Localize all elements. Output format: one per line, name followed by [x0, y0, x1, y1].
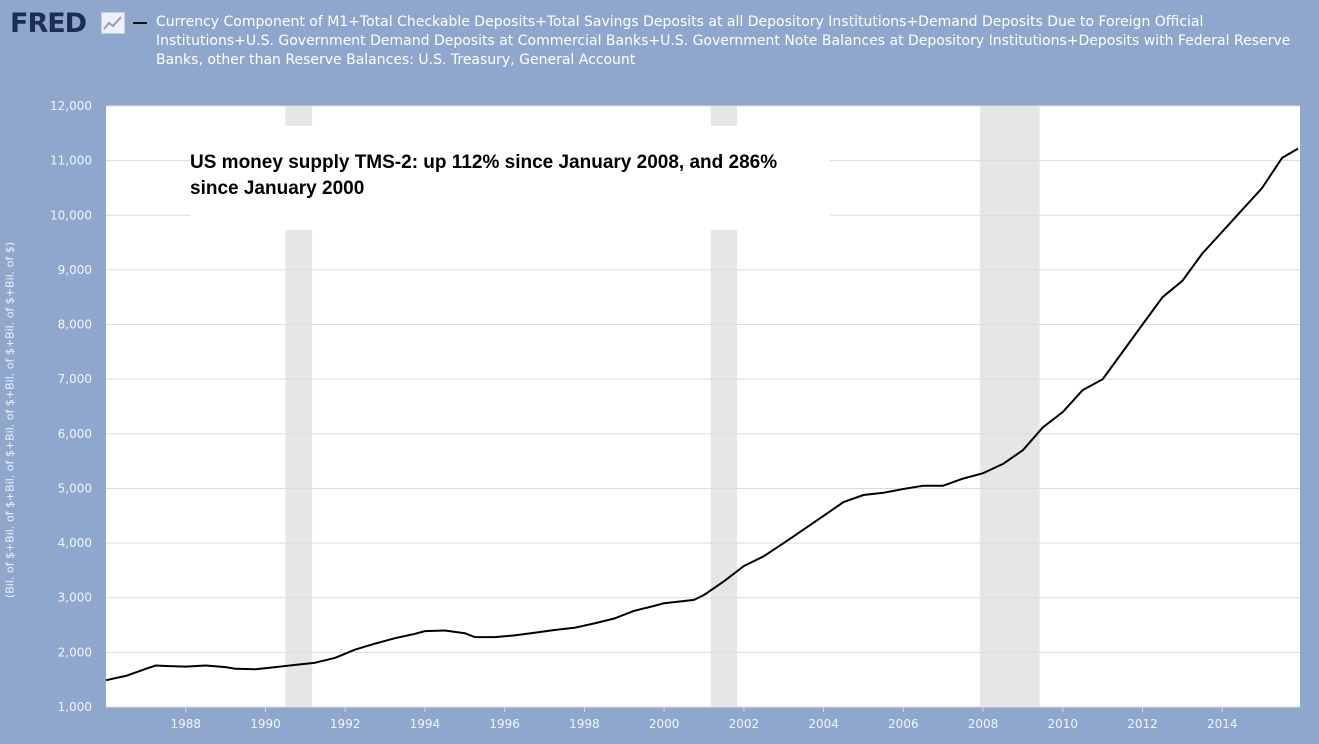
y-tick-label: 11,000 [50, 154, 92, 168]
x-tick-label: 2006 [888, 717, 919, 731]
y-tick-label: 1,000 [58, 700, 92, 714]
legend-swatch [133, 22, 147, 24]
series-layer [105, 147, 1299, 682]
series-title: Currency Component of M1+Total Checkable… [156, 14, 1291, 68]
x-tick-label: 2014 [1207, 717, 1238, 731]
y-tick-label: 9,000 [58, 263, 92, 277]
y-tick-label: 6,000 [58, 427, 92, 441]
y-axis: 1,000 2,000 3,000 4,000 5,000 6,000 7,000 8,000… [50, 99, 92, 714]
x-tick-label: 2008 [968, 717, 999, 731]
x-tick-label: 2004 [808, 717, 839, 731]
chart-annotation: US money supply TMS-2: up 112% since Jan… [190, 150, 830, 202]
y-tick-label: 4,000 [58, 536, 92, 550]
y-tick-label: 5,000 [58, 481, 92, 495]
series-line-0 [105, 147, 1299, 682]
y-tick-label: 7,000 [58, 372, 92, 386]
recession-band-2 [979, 106, 1040, 707]
x-tick-label: 1996 [489, 717, 520, 731]
x-tick-label: 1988 [170, 717, 201, 731]
y-tick-label: 2,000 [58, 645, 92, 659]
y-tick-label: 3,000 [58, 591, 92, 605]
x-tick-label: 1992 [330, 717, 361, 731]
y-tick-label: 10,000 [50, 208, 92, 222]
x-tick-label: 2002 [729, 717, 760, 731]
y-tick-label: 12,000 [50, 99, 92, 113]
chart-header: FRED Currency Component of M1+Total Chec… [0, 0, 1319, 100]
x-tick-label: 2000 [649, 717, 680, 731]
y-tick-label: 8,000 [58, 318, 92, 332]
fred-graph-icon [101, 12, 125, 34]
fred-logo: FRED [10, 8, 87, 39]
x-axis: 1988 1990 1992 1994 1996 1998 2000 2002 2004 2006… [170, 707, 1238, 731]
x-tick-label: 1994 [410, 717, 441, 731]
x-tick-label: 1998 [569, 717, 600, 731]
x-tick-label: 1990 [250, 717, 281, 731]
x-tick-label: 2012 [1127, 717, 1158, 731]
x-tick-label: 2010 [1048, 717, 1079, 731]
